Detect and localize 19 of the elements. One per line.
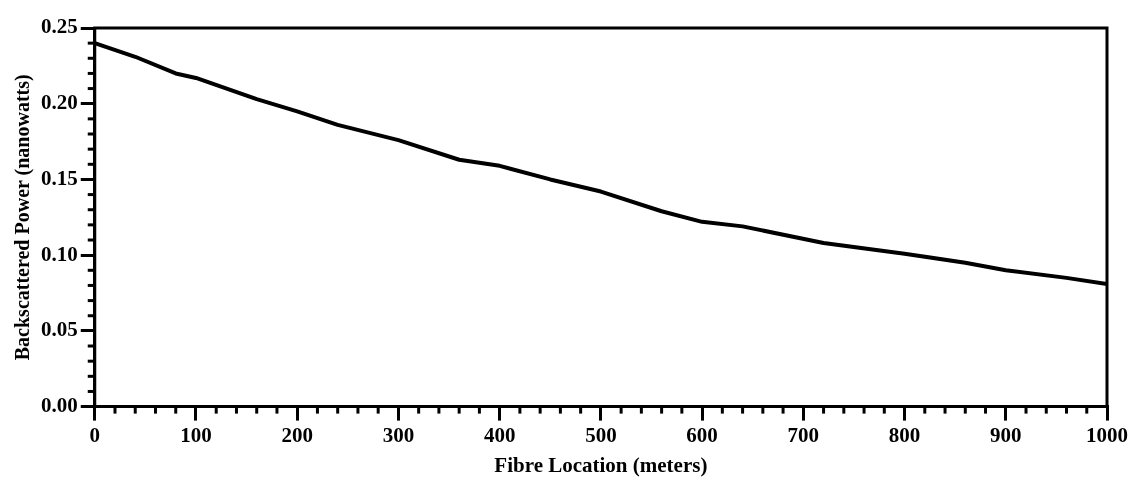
y-tick-label: 0.10 xyxy=(41,241,78,266)
x-axis-title: Fibre Location (meters) xyxy=(494,452,708,477)
y-tick-label: 0.15 xyxy=(41,165,78,190)
x-tick-label: 900 xyxy=(990,422,1022,447)
x-tick-label: 800 xyxy=(888,422,921,447)
y-tick-label: 0.00 xyxy=(41,393,78,418)
x-tick-label: 300 xyxy=(382,422,415,447)
x-tick-label: 200 xyxy=(281,422,313,447)
y-tick-label: 0.05 xyxy=(41,317,78,342)
x-tick-label: 0 xyxy=(89,422,100,447)
y-tick-label: 0.25 xyxy=(41,14,78,39)
x-tick-label: 400 xyxy=(483,422,516,447)
x-tick-label: 100 xyxy=(180,422,212,447)
x-tick-label: 1000 xyxy=(1086,422,1128,447)
y-axis-title: Backscattered Power (nanowatts) xyxy=(11,74,35,361)
x-tick-label: 600 xyxy=(686,422,718,447)
y-tick-label: 0.20 xyxy=(41,90,78,115)
x-tick-label: 700 xyxy=(787,422,820,447)
x-tick-label: 500 xyxy=(585,422,617,447)
